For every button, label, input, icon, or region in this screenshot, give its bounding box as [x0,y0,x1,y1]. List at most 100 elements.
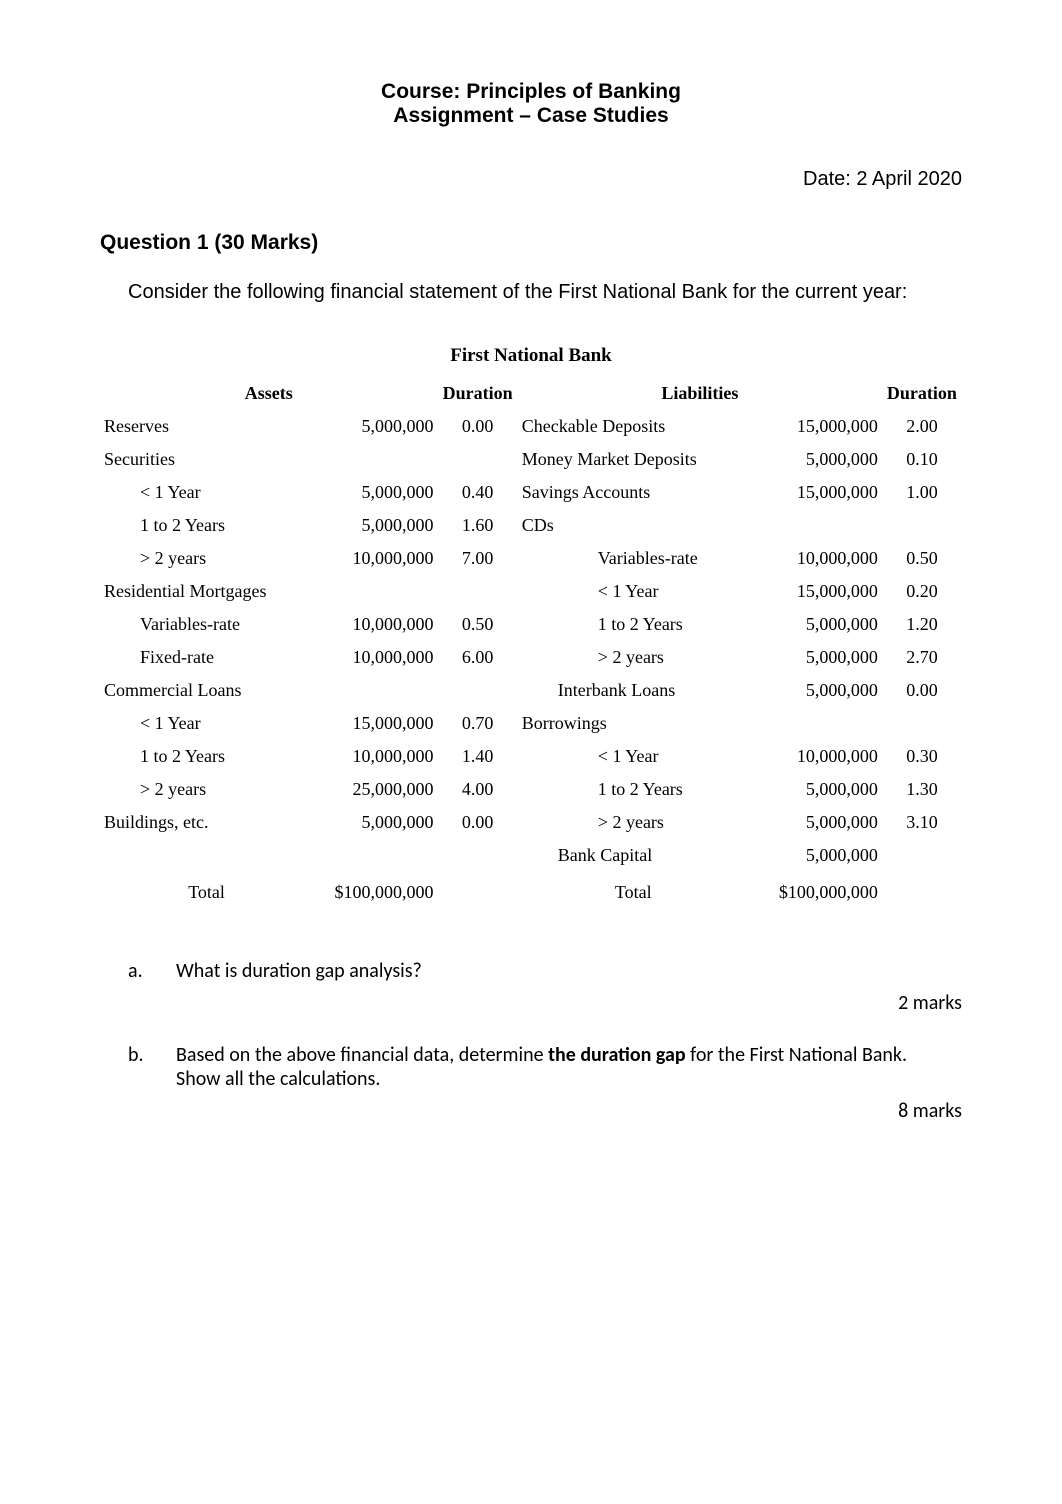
sub-question-a: a. What is duration gap analysis? [128,959,962,983]
asset-duration [437,839,517,872]
asset-duration: 6.00 [437,641,517,674]
table-caption: First National Bank [100,335,962,377]
liability-duration: 3.10 [882,806,962,839]
sub-q-text-a: What is duration gap analysis? [176,959,962,983]
liability-duration: 0.20 [882,575,962,608]
asset-amount [313,674,437,707]
liability-amount: 5,000,000 [749,641,882,674]
asset-amount: 5,000,000 [313,410,437,443]
asset-amount: 10,000,000 [313,542,437,575]
sub-question-b: b. Based on the above financial data, de… [128,1043,962,1091]
liability-amount: 10,000,000 [749,740,882,773]
asset-label: Securities [100,443,313,476]
asset-label: Commercial Loans [100,674,313,707]
table-row: Reserves5,000,0000.00Checkable Deposits1… [100,410,962,443]
table-row: > 2 years10,000,0007.00Variables-rate10,… [100,542,962,575]
asset-amount: 5,000,000 [313,476,437,509]
sub-q-letter-a: a. [128,959,176,983]
liability-label: Checkable Deposits [518,410,749,443]
asset-duration: 0.00 [437,410,517,443]
asset-label: < 1 Year [100,707,313,740]
asset-amount [313,575,437,608]
asset-duration: 4.00 [437,773,517,806]
liability-label: Savings Accounts [518,476,749,509]
asset-amount: 10,000,000 [313,608,437,641]
table-row: Commercial LoansInterbank Loans5,000,000… [100,674,962,707]
liability-duration: 2.00 [882,410,962,443]
sub-q-b-prefix: Based on the above financial data, deter… [176,1043,548,1067]
liability-duration: 1.30 [882,773,962,806]
asset-amount: 5,000,000 [313,509,437,542]
asset-amount: 5,000,000 [313,806,437,839]
asset-duration: 7.00 [437,542,517,575]
liability-duration [882,707,962,740]
liability-amount: 15,000,000 [749,575,882,608]
liability-label: Borrowings [518,707,749,740]
liability-label: CDs [518,509,749,542]
sub-q-letter-b: b. [128,1043,176,1091]
asset-amount: 10,000,000 [313,641,437,674]
document-title: Course: Principles of Banking Assignment… [100,80,962,128]
liabilities-header: Liabilities [518,377,882,410]
asset-duration [437,575,517,608]
liability-amount: 5,000,000 [749,608,882,641]
document-date: Date: 2 April 2020 [100,168,962,191]
asset-total-amount: $100,000,000 [313,872,437,909]
liability-label: > 2 years [518,641,749,674]
asset-label [100,839,313,872]
table-row: Securities Money Market Deposits5,000,000… [100,443,962,476]
table-row: 1 to 2 Years10,000,0001.40< 1 Year10,000… [100,740,962,773]
asset-duration: 1.40 [437,740,517,773]
asset-label: Residential Mortgages [100,575,313,608]
asset-label: < 1 Year [100,476,313,509]
asset-amount: 25,000,000 [313,773,437,806]
asset-amount [313,839,437,872]
sub-q-b-suffix: for the First National Bank. [686,1043,907,1067]
liability-label: < 1 Year [518,575,749,608]
asset-duration: 0.00 [437,806,517,839]
sub-q-b-bold: the duration gap [548,1043,686,1067]
asset-label: > 2 years [100,773,313,806]
liab-total-amount: $100,000,000 [749,872,882,909]
table-row: Bank Capital5,000,000 [100,839,962,872]
marks-b: 8 marks [128,1099,962,1123]
liability-duration: 0.00 [882,674,962,707]
liability-duration [882,839,962,872]
asset-duration: 0.50 [437,608,517,641]
liability-duration: 0.50 [882,542,962,575]
liability-label: > 2 years [518,806,749,839]
asset-label: Fixed-rate [100,641,313,674]
liability-label: Money Market Deposits [518,443,749,476]
liability-amount: 5,000,000 [749,839,882,872]
liability-amount: 5,000,000 [749,443,882,476]
liab-total-label: Total [518,872,749,909]
liability-amount [749,707,882,740]
table-row: Buildings, etc.5,000,0000.00> 2 years5,0… [100,806,962,839]
table-row: < 1 Year15,000,0000.70Borrowings [100,707,962,740]
asset-label: > 2 years [100,542,313,575]
asset-label: Reserves [100,410,313,443]
liability-duration: 0.30 [882,740,962,773]
balance-sheet-table: First National Bank Assets Duration Liab… [100,335,962,909]
table-row: Variables-rate10,000,0000.501 to 2 Years… [100,608,962,641]
course-title: Course: Principles of Banking [100,80,962,104]
asset-duration [437,674,517,707]
liability-duration: 2.70 [882,641,962,674]
liability-label: < 1 Year [518,740,749,773]
liability-amount: 5,000,000 [749,806,882,839]
asset-label: Variables-rate [100,608,313,641]
sub-q-b-line2: Show all the calculations. [176,1067,962,1091]
liability-amount: 15,000,000 [749,410,882,443]
asset-label: 1 to 2 Years [100,740,313,773]
liability-amount [749,509,882,542]
liability-label: Interbank Loans [518,674,749,707]
liability-duration: 0.10 [882,443,962,476]
duration-header-left: Duration [437,377,517,410]
liability-amount: 5,000,000 [749,773,882,806]
duration-header-right: Duration [882,377,962,410]
asset-label: 1 to 2 Years [100,509,313,542]
assignment-title: Assignment – Case Studies [100,104,962,128]
liability-label: 1 to 2 Years [518,773,749,806]
liability-amount: 15,000,000 [749,476,882,509]
liability-amount: 10,000,000 [749,542,882,575]
